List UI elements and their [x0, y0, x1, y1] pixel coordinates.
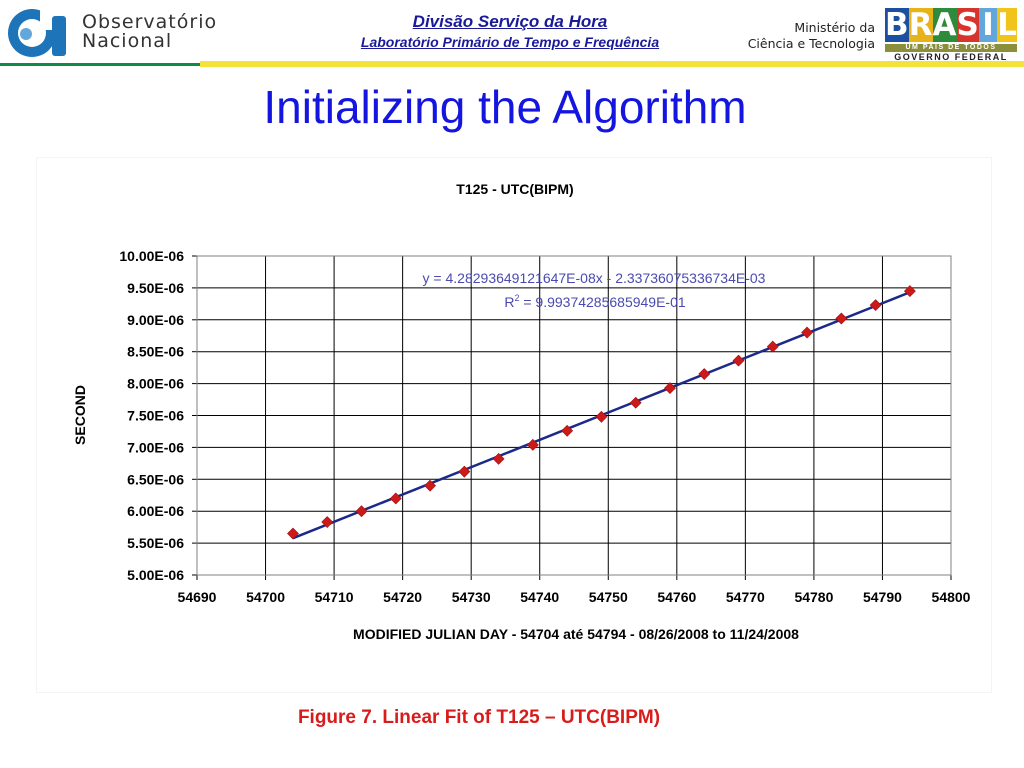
ministry-line2: Ciência e Tecnologia [747, 36, 875, 51]
data-point-marker [766, 340, 779, 353]
r2-superscript: 2 [514, 293, 519, 303]
data-point-marker [698, 368, 711, 380]
r2-value: = 9.99374285685949E-01 [519, 294, 685, 310]
ministry-line1: Ministério da [794, 20, 875, 35]
org-name-line2: Nacional [82, 30, 173, 52]
brasil-letter-s: S [956, 7, 979, 43]
brasil-government-logo: B R A S I L UM PAÍS DE TODOS GOVERNO FED… [885, 8, 1017, 62]
x-tick-label: 54790 [863, 589, 902, 605]
data-point-marker [287, 527, 299, 540]
org-name-line1: Observatório [82, 11, 218, 33]
x-tick-label: 54730 [452, 589, 491, 605]
division-title: Divisão Serviço da Hora [412, 12, 608, 31]
data-point-marker [732, 354, 745, 367]
x-tick-label: 54760 [657, 589, 696, 605]
observatorio-name: Observatório Nacional [82, 13, 217, 51]
data-point-marker [629, 396, 642, 409]
data-point-marker [355, 505, 368, 518]
brasil-letters: B R A S I L [885, 8, 1017, 42]
data-point-marker [835, 312, 848, 325]
y-tick-label: 10.00E-06 [119, 248, 184, 264]
y-tick-label: 8.00E-06 [127, 376, 184, 392]
data-point-marker [903, 285, 916, 298]
slide-header: Observatório Nacional Divisão Serviço da… [0, 0, 1024, 70]
y-tick-label: 5.50E-06 [127, 535, 184, 551]
x-tick-label: 54770 [726, 589, 765, 605]
data-point-marker [492, 452, 505, 465]
y-tick-label: 6.00E-06 [127, 503, 184, 519]
brasil-letter-a: A [932, 7, 957, 43]
brasil-letter-i: I [978, 8, 998, 42]
brasil-slogan: UM PAÍS DE TODOS [885, 44, 1017, 52]
laboratory-title: Laboratório Primário de Tempo e Frequênc… [360, 34, 660, 50]
data-point-marker [424, 479, 436, 492]
y-tick-label: 7.00E-06 [127, 439, 184, 455]
y-tick-label: 8.50E-06 [127, 344, 184, 360]
data-point-marker [321, 516, 334, 528]
data-point-marker [869, 299, 882, 312]
slide-title: Initializing the Algorithm [263, 81, 747, 133]
chart-svg: 5.00E-06 5.50E-06 6.00E-06 6.50E-06 7.00E-06… [72, 181, 971, 642]
brasil-government: GOVERNO FEDERAL [894, 52, 1008, 62]
x-axis-label: MODIFIED JULIAN DAY - 54704 até 54794 - … [353, 626, 799, 642]
x-tick-label: 54750 [589, 589, 628, 605]
x-tick-label: 54700 [246, 589, 285, 605]
header-yellow-rule [200, 61, 1024, 67]
x-tick-label: 54720 [383, 589, 422, 605]
brasil-letter-b: B [885, 7, 909, 43]
header-center-titles: Divisão Serviço da Hora Laboratório Prim… [280, 12, 740, 52]
x-tick-label: 54690 [178, 589, 217, 605]
x-tick-label: 54710 [315, 589, 354, 605]
chart-panel: 5.00E-06 5.50E-06 6.00E-06 6.50E-06 7.00E-06… [36, 157, 992, 693]
data-point-marker [561, 424, 574, 437]
brasil-letter-l: L [997, 7, 1017, 43]
x-tick-label: 54740 [520, 589, 559, 605]
observatorio-logo-icon [2, 4, 76, 60]
data-point-marker [526, 438, 539, 451]
y-tick-label: 7.50E-06 [127, 408, 184, 424]
data-point-marker [389, 492, 402, 505]
y-tick-label: 6.50E-06 [127, 471, 184, 487]
y-tick-label: 9.50E-06 [127, 280, 184, 296]
header-green-rule [0, 63, 200, 66]
r2-symbol: R [504, 294, 514, 310]
data-point-marker [664, 382, 676, 394]
plot-frame [196, 255, 952, 576]
trendline-equation: y = 4.28293649121647E-08x - 2.3373607533… [423, 270, 766, 286]
y-tick-label: 5.00E-06 [127, 567, 184, 583]
data-markers [287, 285, 916, 540]
y-tick-labels: 5.00E-06 5.50E-06 6.00E-06 6.50E-06 7.00E-06… [119, 248, 184, 583]
x-tick-label: 54800 [932, 589, 971, 605]
data-point-marker [801, 326, 813, 339]
y-tick-label: 9.00E-06 [127, 312, 184, 328]
chart-title: T125 - UTC(BIPM) [456, 181, 573, 197]
x-tick-label: 54780 [794, 589, 833, 605]
trendline-r-squared: R2 = 9.99374285685949E-01 [504, 293, 686, 310]
brasil-letter-r: R [908, 7, 933, 43]
data-point-marker [595, 410, 608, 423]
ministry-label: Ministério da Ciência e Tecnologia [735, 20, 875, 52]
data-point-marker [458, 465, 471, 478]
y-axis-label: SECOND [72, 385, 88, 445]
x-tick-labels: 54690 54700 54710 54720 54730 54740 54750 54760… [178, 589, 971, 605]
figure-caption: Figure 7. Linear Fit of T125 – UTC(BIPM) [297, 707, 661, 728]
